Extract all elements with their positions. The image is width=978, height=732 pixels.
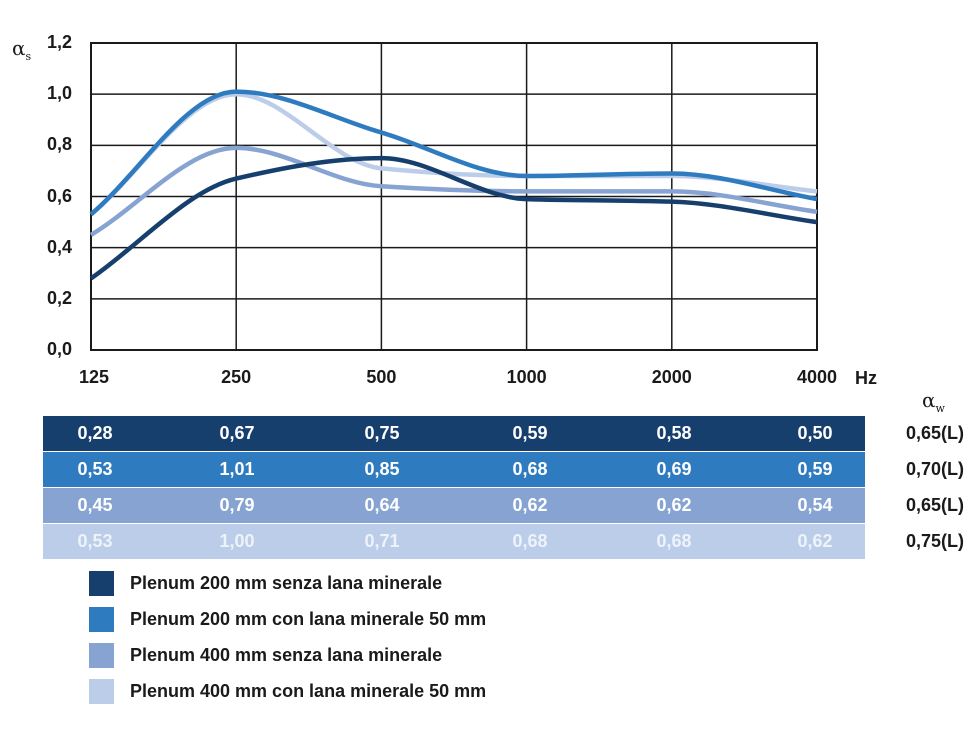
legend-swatch (89, 643, 114, 668)
x-tick-label: 250 (221, 367, 252, 387)
table-cell: 0,64 (364, 495, 400, 515)
y-tick-label: 0,8 (46, 134, 72, 155)
legend-label: Plenum 200 mm senza lana minerale (130, 573, 443, 593)
legend-swatch (89, 679, 114, 704)
table-cell: 0,79 (219, 495, 255, 515)
y-tick-label: 0,2 (46, 287, 72, 308)
table-cell: 0,68 (512, 459, 548, 479)
x-tick-label: 2000 (651, 367, 692, 387)
table-row: 0,53 1,00 0,71 0,68 0,68 0,62 (43, 524, 865, 559)
x-tick-label: 4000 (796, 367, 838, 387)
alpha-w-header: αw (922, 388, 945, 415)
table-cell: 0,45 (77, 495, 113, 515)
x-tick-label: 125 (78, 367, 110, 387)
table-cell: 0,58 (656, 423, 692, 443)
alpha-w-value: 0,65(L) (906, 495, 965, 515)
legend-swatch (89, 607, 114, 632)
table-cell: 1,01 (219, 459, 255, 479)
y-tick-label: 1,0 (46, 83, 72, 104)
alpha-w-value: 0,70(L) (906, 459, 965, 479)
table-cell: 1,00 (219, 531, 255, 551)
legend-label: Plenum 400 mm con lana minerale 50 mm (130, 681, 487, 701)
table-cell: 0,59 (797, 459, 833, 479)
table-row: 0,53 1,01 0,85 0,68 0,69 0,59 (43, 452, 865, 487)
table-cell: 0,28 (77, 423, 113, 443)
table-cell: 0,67 (219, 423, 255, 443)
table-cell: 0,71 (364, 531, 400, 551)
alpha-w-value: 0,75(L) (906, 531, 965, 551)
table-cell: 0,85 (364, 459, 400, 479)
series-line-1 (89, 155, 818, 281)
table-cell: 0,62 (656, 495, 692, 515)
table-cell: 0,62 (797, 531, 833, 551)
table-cell: 0,69 (656, 459, 692, 479)
plot-frame (90, 42, 818, 351)
y-tick-label: 0,6 (46, 185, 72, 206)
table-cell: 0,53 (77, 459, 113, 479)
table-cell: 0,68 (656, 531, 692, 551)
x-axis-unit: Hz (855, 368, 877, 388)
table-row: 0,28 0,67 0,75 0,59 0,58 0,50 (43, 416, 865, 451)
legend-swatch (89, 571, 114, 596)
table-cell: 0,68 (512, 531, 548, 551)
alpha-w-value: 0,65(L) (906, 423, 965, 443)
x-tick-label: 500 (366, 367, 397, 387)
table-row: 0,45 0,79 0,64 0,62 0,62 0,54 (43, 488, 865, 523)
series-line-3 (89, 145, 818, 237)
chart-grid (90, 42, 818, 351)
table-cell: 0,53 (77, 531, 113, 551)
table-cell: 0,50 (797, 423, 833, 443)
y-tick-label: 0,4 (46, 236, 72, 257)
x-tick-label: 1000 (506, 367, 547, 387)
y-tick-label: 0,0 (46, 339, 72, 359)
y-axis-label: αs (12, 36, 32, 63)
legend-label: Plenum 400 mm senza lana minerale (130, 645, 443, 665)
y-tick-label: 1,2 (46, 32, 72, 52)
legend-label: Plenum 200 mm con lana minerale 50 mm (130, 609, 487, 629)
table-cell: 0,62 (512, 495, 548, 515)
table-cell: 0,75 (364, 423, 400, 443)
series-line-2 (89, 89, 818, 217)
chart-series-lines (89, 89, 818, 281)
table-cell: 0,59 (512, 423, 548, 443)
table-cell: 0,54 (797, 495, 833, 515)
